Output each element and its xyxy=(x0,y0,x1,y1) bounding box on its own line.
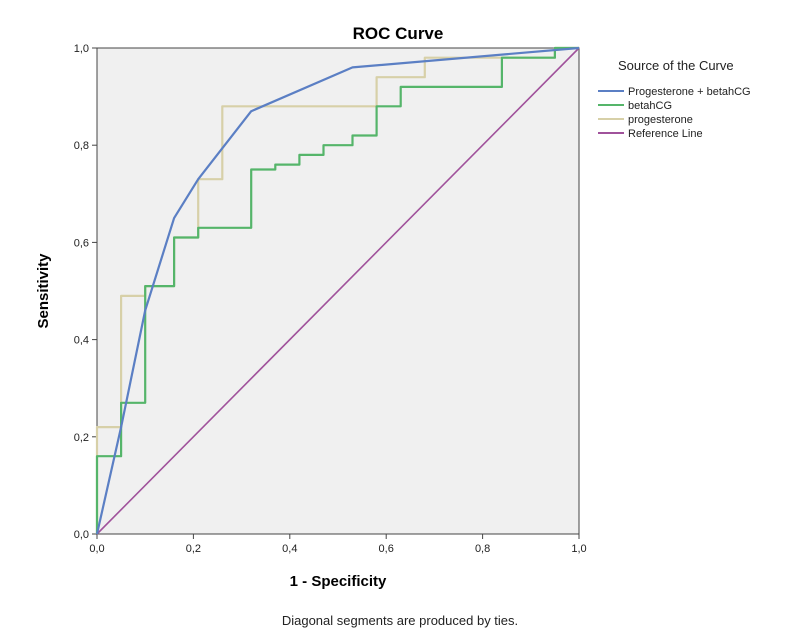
x-axis-label: 1 - Specificity xyxy=(290,573,387,590)
y-tick-label: 0,8 xyxy=(74,140,89,152)
chart-title: ROC Curve xyxy=(353,24,444,43)
y-tick-label: 0,4 xyxy=(74,335,89,347)
y-tick-label: 0,2 xyxy=(74,432,89,444)
legend: Source of the Curve Progesterone + betah… xyxy=(598,58,751,140)
x-tick-label: 0,8 xyxy=(475,543,490,555)
legend-label: progesterone xyxy=(628,114,693,126)
y-tick-label: 0,6 xyxy=(74,237,89,249)
legend-title: Source of the Curve xyxy=(618,58,734,73)
x-tick-label: 0,0 xyxy=(89,543,104,555)
legend-items: Progesterone + betahCG betahCG progesteron… xyxy=(598,86,751,140)
y-tick-label: 1,0 xyxy=(74,43,89,55)
y-tick-label: 0,0 xyxy=(74,529,89,541)
x-tick-label: 0,6 xyxy=(379,543,394,555)
x-axis-ticks: 0,0 0,2 0,4 0,6 0,8 1,0 xyxy=(89,534,587,555)
legend-label: Reference Line xyxy=(628,128,703,140)
footnote: Diagonal segments are produced by ties. xyxy=(282,613,518,628)
x-tick-label: 0,4 xyxy=(282,543,297,555)
legend-label: Progesterone + betahCG xyxy=(628,86,751,98)
x-tick-label: 1,0 xyxy=(571,543,586,555)
series-line-betahcg xyxy=(95,46,579,534)
x-tick-label: 0,2 xyxy=(186,543,201,555)
series-layer xyxy=(95,46,580,535)
series-line-reference-line xyxy=(96,47,580,535)
legend-label: betahCG xyxy=(628,100,672,112)
series-line-progesterone-betahcg xyxy=(95,46,580,535)
y-axis-ticks: 0,0 0,2 0,4 0,6 0,8 1,0 xyxy=(74,43,97,541)
y-axis-label: Sensitivity xyxy=(35,253,52,329)
